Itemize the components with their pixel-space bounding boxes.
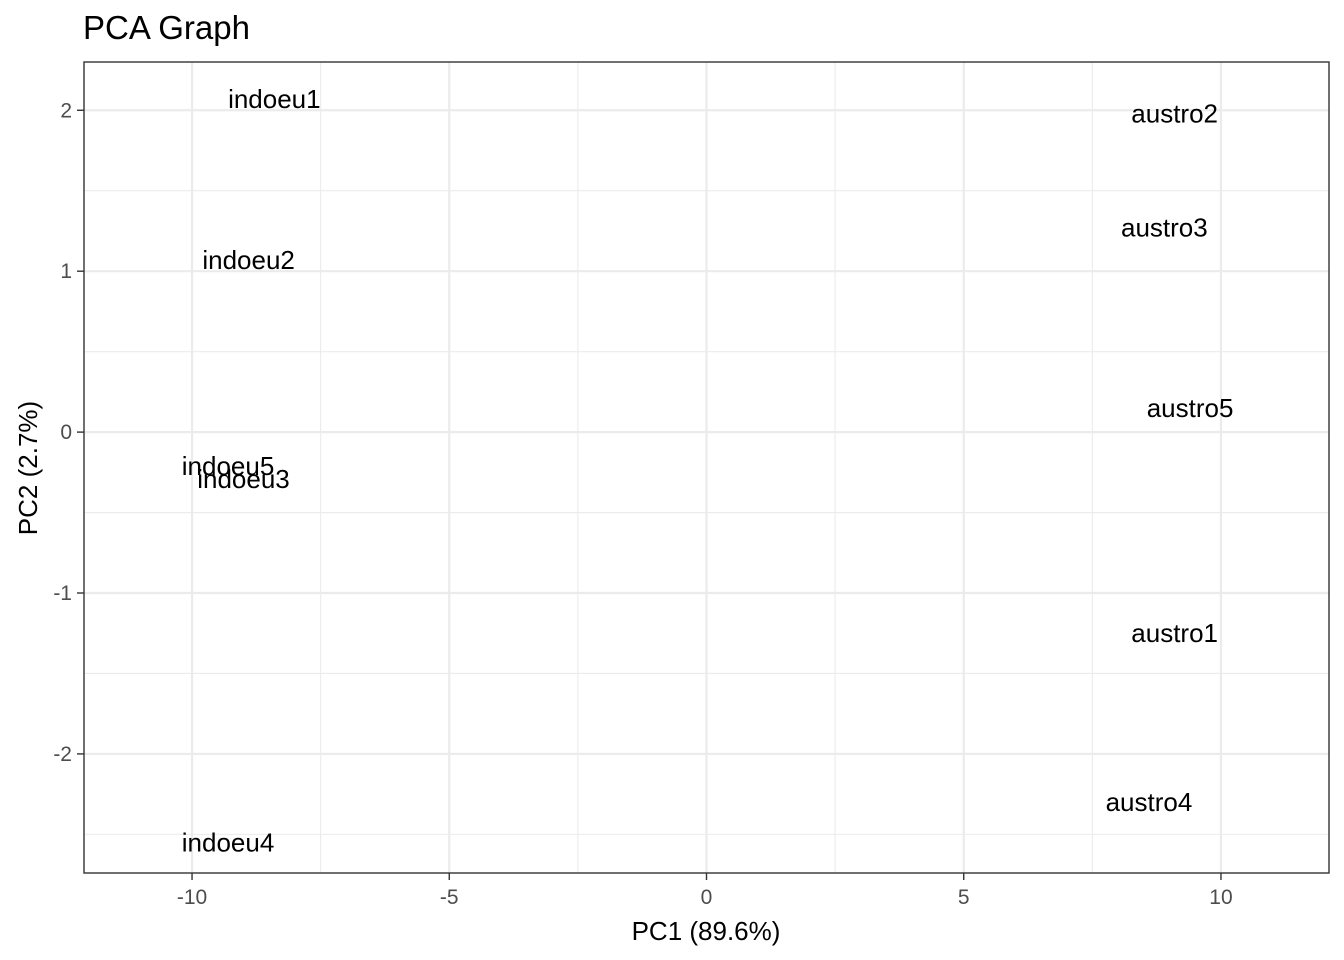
point-label: indoeu5	[182, 451, 275, 481]
x-tick-label: 10	[1209, 886, 1232, 909]
y-tick-label: 1	[60, 260, 72, 283]
chart-title: PCA Graph	[83, 9, 250, 46]
y-axis-title: PC2 (2.7%)	[13, 401, 43, 535]
point-label: austro2	[1131, 98, 1218, 128]
point-labels: indoeu1 indoeu2 indoeu3 indoeu4 indoeu5 austr…	[182, 84, 1234, 857]
x-tick-label: 5	[958, 886, 970, 909]
point-label: austro4	[1106, 787, 1193, 817]
point-label: indoeu4	[182, 827, 275, 857]
point-label: indoeu1	[228, 84, 321, 114]
point-label: austro5	[1147, 393, 1234, 423]
y-tick-label: -2	[53, 743, 72, 766]
point-label: indoeu3	[197, 464, 290, 494]
point-label: austro3	[1121, 213, 1208, 243]
x-tick-label: -10	[177, 886, 207, 909]
y-tick-label: 0	[60, 421, 72, 444]
point-label: austro1	[1131, 618, 1218, 648]
x-tick-label: -5	[440, 886, 459, 909]
grid	[84, 62, 1329, 873]
x-tick-label: 0	[701, 886, 713, 909]
y-tick-label: -1	[53, 582, 72, 605]
x-axis-title: PC1 (89.6%)	[632, 916, 781, 946]
y-tick-label: 2	[60, 99, 72, 122]
point-label: indoeu2	[202, 245, 295, 275]
